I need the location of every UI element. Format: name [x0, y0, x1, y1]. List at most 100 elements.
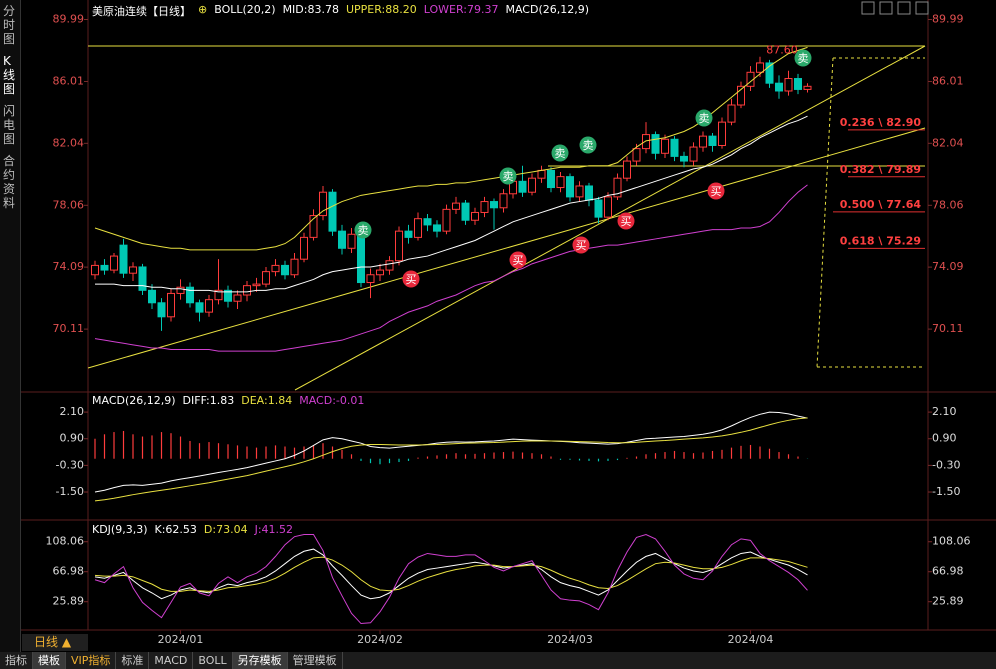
kdj-legend: KDJ(9,3,3) K:62.53 D:73.04 J:41.52: [92, 523, 293, 536]
signal-label: 卖: [503, 170, 514, 183]
candle-body: [575, 185, 584, 198]
tab[interactable]: BOLL: [193, 652, 233, 669]
legend-entry: DIFF:1.83: [182, 394, 235, 407]
series-line: [94, 533, 808, 625]
candle-body: [129, 266, 137, 274]
y-tick-label: 2.10: [932, 405, 957, 418]
x-tick-label: 2024/04: [728, 633, 774, 646]
candle-body: [765, 62, 774, 84]
y-tick-label: 89.99: [932, 13, 964, 26]
y-tick-label: 0.90: [60, 432, 85, 445]
candle-body: [737, 85, 745, 106]
signal-label: 卖: [798, 52, 809, 65]
tab[interactable]: 模板: [33, 652, 66, 669]
candle-body: [623, 160, 631, 179]
side-tab[interactable]: K线图: [3, 54, 16, 96]
candle-body: [794, 78, 802, 90]
y-tick-label: 2.10: [60, 405, 85, 418]
signal-marker: [509, 251, 527, 269]
chart: 89.99 89.99 86.01 86.01 82.04 82.04 78.06 78.06…: [20, 0, 996, 646]
candle-body: [167, 292, 175, 318]
candle-body: [604, 196, 612, 218]
series-line: [94, 411, 808, 493]
candle-body: [347, 233, 356, 249]
candle-body: [499, 193, 508, 209]
legend-entry: UPPER:88.20: [345, 3, 417, 16]
candle-body: [205, 299, 213, 313]
signal-marker: [551, 144, 569, 162]
candle-body: [376, 269, 384, 276]
tab[interactable]: 另存模板: [232, 652, 288, 669]
icon[interactable]: [897, 1, 911, 15]
candle-body: [490, 201, 498, 209]
tab[interactable]: 标准: [116, 652, 150, 669]
side-tab[interactable]: 合约资料: [3, 154, 16, 210]
candle-body: [423, 218, 432, 226]
candle-body: [214, 289, 223, 301]
candle-body: [262, 271, 270, 285]
candle-body: [157, 302, 166, 318]
side-tab[interactable]: 闪电图: [3, 104, 16, 146]
overlay-name: BOLL(20,2): [214, 3, 276, 16]
legend-entry: MACD:-0.01: [299, 394, 365, 407]
y-tick-label: 86.01: [53, 74, 85, 87]
fib-box: [816, 57, 834, 368]
candle-body: [385, 260, 394, 271]
candle-body: [186, 286, 194, 304]
candle-body: [233, 294, 242, 302]
fib-label: 0.618 \ 75.29: [840, 234, 921, 247]
window-icons[interactable]: [861, 1, 929, 15]
candle-body: [176, 286, 185, 294]
x-tick-label: 2024/03: [547, 633, 593, 646]
legend-entry: K:62.53: [154, 523, 197, 536]
icon[interactable]: [879, 1, 893, 15]
candle-body: [518, 180, 527, 193]
candle-body: [100, 264, 109, 271]
indicator-name: MACD(26,12,9): [92, 394, 176, 407]
candle-body: [480, 201, 489, 213]
tab[interactable]: MACD: [149, 652, 194, 669]
signal-marker: [499, 167, 517, 185]
legend-entry: J:41.52: [254, 523, 294, 536]
y-tick-label: 82.04: [53, 136, 85, 149]
legend-entry: LOWER:79.37: [423, 3, 499, 16]
y-tick-label: 86.01: [932, 74, 964, 87]
signal-marker: [794, 49, 812, 67]
candle-body: [775, 82, 783, 92]
signal-label: 卖: [699, 112, 710, 125]
candle-body: [547, 169, 555, 189]
y-tick-label: 70.11: [53, 322, 85, 335]
fib-label: 0.236 \ 82.90: [840, 116, 922, 129]
tab[interactable]: VIP指标: [66, 652, 117, 669]
candle-body: [471, 211, 479, 221]
indicator-name: KDJ(9,3,3): [92, 523, 148, 536]
series-line: [94, 184, 808, 352]
indicator-name: MACD(26,12,9): [505, 3, 590, 16]
signal-marker: [572, 236, 590, 254]
icon[interactable]: [915, 1, 929, 15]
candle-body: [110, 255, 118, 271]
y-tick-label: 25.89: [932, 595, 964, 608]
signal-marker: [695, 109, 713, 127]
signal-label: 买: [406, 273, 417, 286]
trend-line: [87, 127, 926, 369]
series-line: [94, 417, 808, 502]
signal-label: 卖: [358, 224, 369, 237]
signal-marker: [354, 221, 372, 239]
tab-bar: 指标 模板 VIP指标 标准 MACD BOLL 另存模板 管理模板: [0, 652, 996, 669]
y-tick-label: 74.09: [932, 260, 964, 273]
icon[interactable]: [861, 1, 875, 15]
candle-body: [224, 289, 232, 302]
candle-body: [803, 85, 812, 90]
tab[interactable]: 管理模板: [288, 652, 343, 669]
side-tab[interactable]: 分时图: [3, 4, 16, 46]
title: 美原油连续【日线】: [92, 3, 191, 19]
candle-body: [290, 258, 299, 276]
period-button[interactable]: 日线 ▲: [22, 634, 88, 651]
tab[interactable]: 指标: [0, 652, 33, 669]
candle-body: [119, 244, 128, 274]
y-tick-label: 74.09: [53, 260, 85, 273]
candle-body: [461, 202, 470, 221]
candle-body: [661, 138, 669, 154]
legend-entry: MID:83.78: [282, 3, 339, 16]
